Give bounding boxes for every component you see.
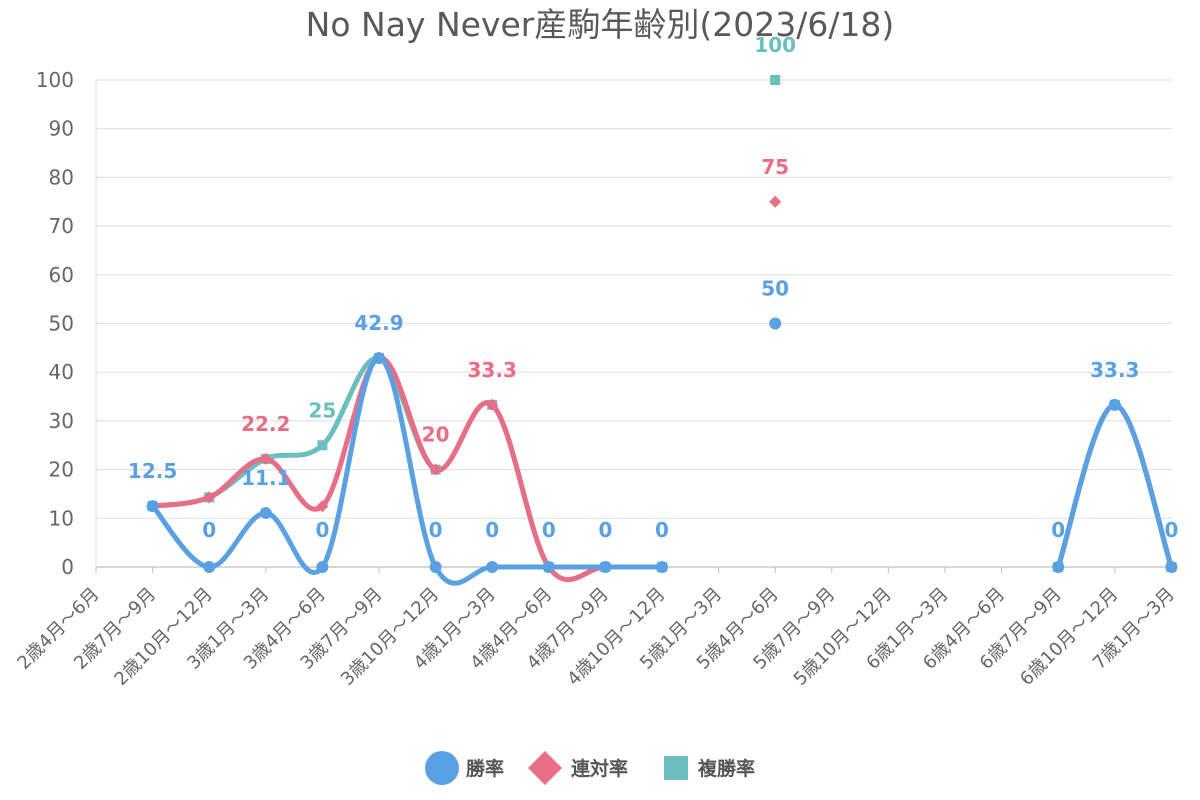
data-point bbox=[429, 561, 442, 573]
series-line bbox=[1055, 402, 1174, 570]
data-label: 0 bbox=[202, 518, 216, 542]
series-line bbox=[150, 355, 665, 583]
legend-marker bbox=[528, 751, 562, 785]
x-tick-label: 3歳10月～12月 bbox=[337, 584, 443, 690]
y-tick-label: 0 bbox=[61, 555, 74, 579]
y-tick-label: 80 bbox=[49, 165, 74, 189]
grid-lines bbox=[95, 79, 1172, 573]
series-line bbox=[150, 355, 665, 586]
y-tick-label: 60 bbox=[49, 263, 74, 287]
x-tick-label: 4歳10月～12月 bbox=[563, 584, 669, 690]
series-line bbox=[1055, 402, 1174, 570]
data-point bbox=[316, 500, 329, 513]
data-point bbox=[429, 463, 442, 476]
data-point bbox=[769, 317, 782, 330]
data-label: 0 bbox=[542, 518, 556, 542]
data-point bbox=[542, 561, 555, 573]
data-point bbox=[259, 452, 272, 465]
data-point bbox=[203, 491, 216, 504]
y-tick-label: 50 bbox=[49, 312, 74, 336]
data-point bbox=[1052, 561, 1065, 573]
x-tick-label: 2歳10月～12月 bbox=[110, 584, 216, 690]
data-label: 0 bbox=[598, 518, 612, 542]
series-勝率 bbox=[146, 317, 1178, 586]
data-label: 0 bbox=[429, 518, 443, 542]
legend-item[interactable]: 複勝率 bbox=[664, 756, 755, 780]
data-label: 12.5 bbox=[128, 459, 177, 483]
data-point bbox=[1165, 561, 1178, 573]
data-label: 0 bbox=[1051, 518, 1065, 542]
data-label: 22.2 bbox=[241, 412, 290, 436]
legend-item[interactable]: 連対率 bbox=[528, 751, 628, 785]
x-axis: 2歳4月～6月2歳7月～9月2歳10月～12月3歳1月～3月3歳4月～6月3歳7… bbox=[13, 567, 1179, 690]
y-tick-label: 10 bbox=[49, 506, 74, 530]
legend-marker bbox=[664, 756, 688, 780]
chart-title: No Nay Never産駒年齢別(2023/6/18) bbox=[306, 5, 895, 44]
data-point bbox=[373, 352, 385, 365]
data-point bbox=[486, 398, 499, 411]
legend-item[interactable]: 勝率 bbox=[425, 751, 504, 785]
data-label: 11.1 bbox=[241, 466, 290, 490]
data-label: 33.3 bbox=[468, 358, 517, 382]
series-layer bbox=[146, 75, 1178, 586]
data-point bbox=[203, 561, 216, 573]
series-line bbox=[150, 355, 665, 583]
data-labels: 25 100 22.2 20 33.3 75 12.5 0 11.1 0 42.9 0 0 0 0 0 50 0 3… bbox=[128, 33, 1178, 542]
data-label: 42.9 bbox=[354, 311, 403, 335]
data-label: 0 bbox=[485, 518, 499, 542]
data-label: 0 bbox=[655, 518, 669, 542]
data-point bbox=[317, 440, 328, 451]
data-point bbox=[769, 195, 782, 208]
data-label: 25 bbox=[308, 398, 336, 422]
data-point bbox=[316, 561, 329, 573]
data-label: 100 bbox=[754, 33, 796, 57]
data-point bbox=[486, 561, 499, 573]
y-tick-label: 70 bbox=[49, 214, 74, 238]
y-axis: 0 10 20 30 40 50 60 70 80 90 100 bbox=[36, 68, 74, 579]
y-tick-label: 30 bbox=[49, 409, 74, 433]
y-tick-label: 20 bbox=[49, 458, 74, 482]
x-tick-label: 5歳10月～12月 bbox=[790, 584, 896, 690]
y-tick-label: 90 bbox=[49, 117, 74, 141]
series-line bbox=[1055, 402, 1174, 570]
legend[interactable]: 勝率 連対率 複勝率 bbox=[425, 751, 755, 785]
y-tick-label: 40 bbox=[49, 360, 74, 384]
legend-label: 複勝率 bbox=[697, 757, 755, 780]
legend-marker bbox=[425, 751, 459, 785]
data-label: 20 bbox=[422, 423, 450, 447]
data-point bbox=[656, 561, 668, 573]
data-label: 0 bbox=[1164, 518, 1178, 542]
legend-label: 連対率 bbox=[571, 757, 628, 780]
data-label: 0 bbox=[315, 518, 329, 542]
data-label: 75 bbox=[761, 155, 789, 179]
x-tick-label: 6歳10月～12月 bbox=[1016, 584, 1122, 690]
data-point bbox=[146, 500, 159, 513]
data-point bbox=[599, 561, 612, 573]
data-label: 50 bbox=[761, 277, 789, 301]
data-point bbox=[1108, 398, 1121, 411]
data-point bbox=[259, 506, 272, 519]
legend-label: 勝率 bbox=[466, 757, 504, 780]
data-point bbox=[770, 75, 781, 85]
y-tick-label: 100 bbox=[36, 68, 74, 92]
data-label: 33.3 bbox=[1090, 358, 1139, 382]
